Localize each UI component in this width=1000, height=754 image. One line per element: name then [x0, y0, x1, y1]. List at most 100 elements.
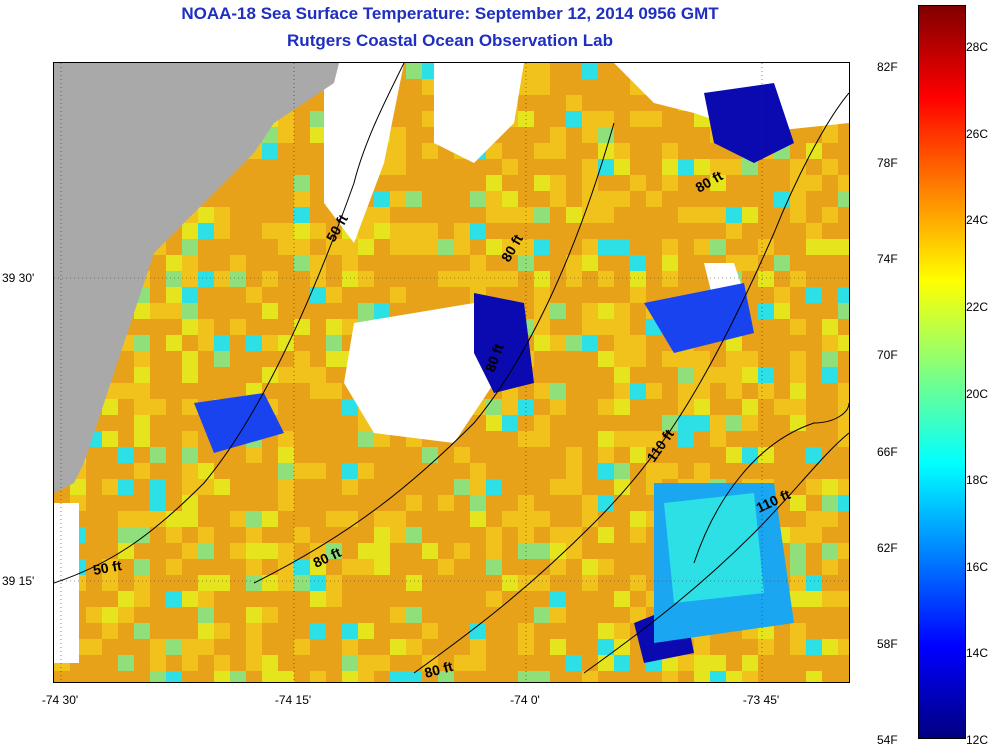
- sst-cell: [550, 191, 566, 207]
- sst-cell: [838, 303, 849, 319]
- sst-cell: [694, 207, 710, 223]
- sst-cell: [598, 511, 614, 527]
- sst-cell: [790, 623, 806, 639]
- sst-cell: [390, 127, 406, 143]
- sst-cell: [150, 431, 166, 447]
- colorbar-celsius-label: 16C: [966, 559, 989, 574]
- sst-cell: [118, 351, 134, 367]
- sst-cell: [150, 527, 166, 543]
- sst-cell: [438, 175, 454, 191]
- sst-cell: [422, 591, 438, 607]
- sst-cell: [150, 415, 166, 431]
- sst-cell: [582, 239, 598, 255]
- sst-cell: [214, 271, 230, 287]
- sst-cell: [710, 639, 726, 655]
- sst-cell: [534, 591, 550, 607]
- sst-cell: [294, 271, 310, 287]
- sst-cell: [358, 271, 374, 287]
- sst-cell: [86, 543, 102, 559]
- sst-cell: [310, 239, 326, 255]
- colorbar-celsius-label: 20C: [966, 386, 989, 401]
- sst-cell: [246, 591, 262, 607]
- sst-cell: [822, 671, 838, 682]
- sst-cell: [806, 223, 822, 239]
- sst-cell: [838, 575, 849, 591]
- sst-cell: [582, 63, 598, 79]
- sst-cell: [390, 655, 406, 671]
- sst-cell: [102, 591, 118, 607]
- sst-cell: [838, 335, 849, 351]
- sst-cell: [326, 607, 342, 623]
- sst-cell: [278, 127, 294, 143]
- sst-cell: [310, 479, 326, 495]
- sst-cell: [326, 399, 342, 415]
- sst-cell: [806, 239, 822, 255]
- sst-cell: [774, 655, 790, 671]
- sst-cell: [486, 431, 502, 447]
- sst-cell: [678, 255, 694, 271]
- sst-cell: [790, 223, 806, 239]
- sst-cell: [230, 383, 246, 399]
- sst-cell: [598, 655, 614, 671]
- sst-cell: [86, 623, 102, 639]
- sst-cell: [278, 463, 294, 479]
- sst-cell: [150, 479, 166, 495]
- sst-cell: [550, 239, 566, 255]
- sst-cell: [454, 559, 470, 575]
- sst-cell: [166, 463, 182, 479]
- sst-cell: [278, 415, 294, 431]
- sst-cell: [118, 591, 134, 607]
- sst-cell: [422, 447, 438, 463]
- sst-cell: [326, 287, 342, 303]
- sst-cell: [438, 159, 454, 175]
- sst-cell: [166, 271, 182, 287]
- sst-cell: [694, 191, 710, 207]
- sst-cell: [294, 175, 310, 191]
- sst-cell: [406, 559, 422, 575]
- colorbar-celsius-label: 26C: [966, 126, 989, 141]
- sst-cell: [694, 431, 710, 447]
- sst-cell: [566, 415, 582, 431]
- sst-cell: [118, 431, 134, 447]
- sst-cell: [406, 447, 422, 463]
- sst-cell: [134, 623, 150, 639]
- sst-cell: [742, 191, 758, 207]
- sst-cell: [582, 127, 598, 143]
- sst-cell: [230, 543, 246, 559]
- sst-cell: [406, 79, 422, 95]
- sst-cell: [102, 543, 118, 559]
- sst-cell: [262, 175, 278, 191]
- sst-cell: [278, 175, 294, 191]
- sst-cell: [102, 415, 118, 431]
- sst-cell: [86, 511, 102, 527]
- sst-cell: [470, 207, 486, 223]
- sst-cell: [614, 415, 630, 431]
- sst-cell: [230, 447, 246, 463]
- sst-cell: [838, 351, 849, 367]
- sst-cell: [310, 383, 326, 399]
- sst-cell: [438, 639, 454, 655]
- sst-cell: [630, 575, 646, 591]
- sst-cell: [822, 287, 838, 303]
- sst-cell: [358, 495, 374, 511]
- sst-cell: [198, 463, 214, 479]
- sst-cell: [470, 575, 486, 591]
- sst-cell: [230, 607, 246, 623]
- sst-cell: [742, 399, 758, 415]
- sst-cell: [342, 495, 358, 511]
- sst-cell: [294, 511, 310, 527]
- sst-cell: [790, 207, 806, 223]
- sst-cell: [310, 543, 326, 559]
- sst-cell: [470, 255, 486, 271]
- sst-cell: [502, 143, 518, 159]
- sst-cell: [534, 607, 550, 623]
- sst-cell: [310, 671, 326, 682]
- sst-cell: [326, 319, 342, 335]
- sst-cell: [326, 335, 342, 351]
- sst-cell: [278, 383, 294, 399]
- sst-cell: [470, 655, 486, 671]
- colorbar-celsius-label: 28C: [966, 40, 989, 54]
- sst-cell: [294, 415, 310, 431]
- sst-cell: [566, 143, 582, 159]
- sst-cell: [262, 383, 278, 399]
